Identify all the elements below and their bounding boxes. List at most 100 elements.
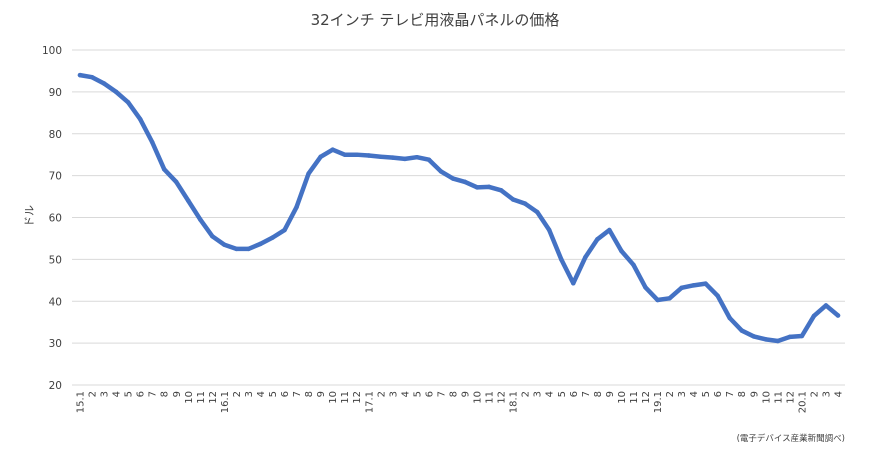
x-tick-label: 18.1 [509, 391, 520, 413]
data-point [294, 204, 299, 210]
data-point [474, 185, 480, 190]
data-point [450, 176, 456, 181]
y-tick-label: 50 [49, 254, 62, 266]
data-point [390, 155, 396, 160]
x-tick-label: 3 [244, 391, 255, 397]
x-tick-label: 3 [533, 391, 544, 397]
x-tick-label: 9 [749, 391, 760, 397]
series-line [77, 72, 841, 344]
x-tick-label: 9 [172, 391, 183, 397]
x-tick-label: 8 [304, 391, 315, 397]
y-tick-label: 30 [49, 338, 62, 350]
x-tick-label: 11 [340, 391, 351, 404]
data-point [426, 157, 432, 162]
chart-title: 32インチ テレビ用液晶パネルの価格 [311, 11, 560, 29]
data-point [691, 283, 696, 288]
x-tick-label: 6 [424, 391, 435, 397]
series-layer [77, 72, 841, 344]
x-tick-label: 11 [485, 391, 496, 404]
x-tick-label: 5 [412, 391, 423, 397]
x-tick-label: 7 [436, 391, 447, 397]
x-tick-label: 5 [268, 391, 279, 397]
x-tick-label: 16.1 [220, 391, 231, 413]
data-point [835, 313, 841, 318]
data-point [306, 171, 311, 176]
x-tick-label: 15.1 [76, 391, 87, 413]
data-point [378, 154, 384, 160]
x-tick-label: 4 [400, 391, 411, 397]
x-tick-label: 9 [461, 391, 472, 397]
data-point [559, 257, 564, 262]
x-tick-label: 8 [160, 391, 171, 397]
x-tick-label: 10 [761, 391, 772, 404]
data-point [342, 152, 347, 157]
data-point [787, 334, 793, 340]
data-point [546, 227, 552, 233]
x-tick-label: 8 [593, 391, 604, 397]
y-axis-ticks: 20 30 40 50 60 70 80 90 100 [42, 45, 62, 392]
data-point [522, 201, 528, 206]
x-tick-label: 5 [701, 391, 712, 397]
x-tick-label: 2 [376, 391, 387, 397]
x-tick-label: 2 [232, 391, 243, 397]
x-tick-label: 6 [136, 391, 147, 397]
data-point [270, 235, 275, 240]
x-tick-label: 12 [785, 391, 796, 404]
data-point [125, 100, 131, 105]
x-tick-label: 3 [388, 391, 399, 397]
x-tick-label: 8 [737, 391, 748, 397]
data-point [462, 179, 468, 185]
x-tick-label: 10 [328, 391, 339, 404]
data-point [534, 209, 540, 215]
data-point [775, 338, 781, 344]
x-tick-label: 2 [665, 391, 676, 397]
x-tick-label: 10 [184, 391, 195, 404]
data-point [161, 167, 167, 172]
x-tick-label: 10 [617, 391, 628, 404]
data-point [703, 281, 708, 286]
data-point [631, 262, 636, 268]
x-tick-label: 7 [292, 391, 303, 397]
data-point [330, 147, 335, 152]
data-point [498, 188, 504, 193]
x-tick-label: 9 [316, 391, 327, 397]
x-tick-label: 3 [821, 391, 832, 397]
y-axis-label: ドル [23, 205, 36, 227]
data-point [643, 285, 648, 290]
data-point [318, 154, 323, 160]
y-tick-label: 90 [49, 87, 62, 99]
y-tick-label: 40 [49, 296, 62, 308]
x-tick-label: 12 [208, 391, 219, 404]
y-tick-label: 70 [49, 171, 62, 183]
x-tick-label: 2 [521, 391, 532, 397]
data-point [715, 293, 720, 299]
data-point [354, 152, 359, 157]
data-point [149, 139, 155, 145]
data-point [799, 333, 805, 339]
x-tick-label: 3 [677, 391, 688, 397]
data-point [89, 74, 95, 80]
data-point [174, 179, 179, 185]
data-point [486, 184, 492, 190]
data-point [113, 89, 119, 95]
data-point [234, 246, 239, 252]
y-tick-label: 20 [49, 380, 62, 392]
data-point [595, 237, 600, 242]
x-tick-label: 4 [112, 391, 123, 397]
x-tick-label: 2 [809, 391, 820, 397]
data-point [763, 337, 769, 342]
x-tick-label: 6 [713, 391, 724, 397]
gridlines [72, 49, 845, 386]
data-point [583, 255, 588, 260]
x-tick-label: 12 [641, 391, 652, 404]
x-tick-label: 12 [497, 391, 508, 404]
data-point [258, 241, 263, 247]
data-point [811, 313, 817, 319]
x-tick-label: 4 [256, 391, 267, 397]
x-tick-label: 10 [473, 391, 484, 404]
source-note: (電子デバイス産業新聞調べ) [737, 433, 845, 444]
x-tick-label: 2 [88, 391, 99, 397]
x-tick-label: 11 [773, 391, 784, 404]
